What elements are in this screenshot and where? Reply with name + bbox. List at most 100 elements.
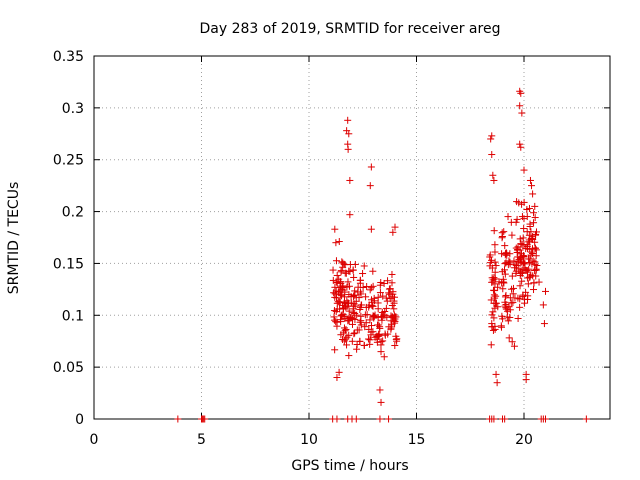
data-point [377, 313, 385, 321]
data-point [385, 289, 393, 297]
data-point [331, 346, 339, 354]
data-point [351, 316, 359, 324]
data-point [363, 311, 371, 319]
data-point [489, 326, 497, 334]
data-point [522, 288, 530, 296]
data-point [519, 234, 527, 242]
data-point [344, 317, 352, 325]
data-point [506, 306, 514, 314]
data-point [339, 263, 347, 271]
data-point [492, 299, 500, 307]
data-point [347, 292, 355, 300]
data-point [345, 282, 353, 290]
data-point [491, 268, 499, 276]
data-point [501, 293, 509, 301]
data-point [529, 190, 537, 198]
data-point [332, 239, 340, 247]
data-point [513, 248, 521, 256]
data-point [510, 257, 518, 265]
data-point [366, 340, 374, 348]
data-point [490, 227, 498, 235]
data-point [377, 348, 385, 356]
data-point [493, 379, 501, 387]
data-point [391, 342, 399, 350]
data-point [501, 270, 509, 278]
data-point [498, 229, 506, 237]
data-point [499, 285, 507, 293]
data-point [513, 215, 521, 223]
data-point [344, 116, 352, 124]
data-point [340, 260, 348, 268]
data-point [488, 151, 496, 159]
data-point [510, 342, 518, 350]
data-point [527, 234, 535, 242]
data-point [351, 329, 359, 337]
data-point [366, 182, 374, 190]
data-point [356, 288, 364, 296]
data-point [337, 267, 345, 275]
data-point [524, 280, 532, 288]
y-tick-label: 0.2 [62, 205, 84, 221]
data-point [540, 320, 548, 328]
data-point [333, 318, 341, 326]
data-point [329, 276, 337, 284]
data-point [348, 320, 356, 328]
data-point [498, 312, 506, 320]
data-point [342, 269, 350, 277]
data-point [385, 415, 393, 423]
data-point [488, 320, 496, 328]
data-point [490, 176, 498, 184]
data-point [512, 244, 520, 252]
data-point [379, 337, 387, 345]
data-point [530, 286, 538, 294]
data-point [374, 293, 382, 301]
y-axis-label: SRMTID / TECUs [6, 182, 22, 295]
y-tick-label: 0 [75, 412, 84, 428]
data-point [520, 215, 528, 223]
data-point [500, 228, 508, 236]
data-point [370, 314, 378, 322]
data-point [509, 299, 517, 307]
data-point [369, 267, 377, 275]
data-point [348, 337, 356, 345]
data-point [341, 288, 349, 296]
data-point [347, 313, 355, 321]
data-point [389, 314, 397, 322]
data-point [346, 261, 354, 269]
data-point [335, 368, 343, 376]
data-point [523, 267, 531, 275]
data-point [508, 272, 516, 280]
data-point [364, 335, 372, 343]
data-point [360, 341, 368, 349]
data-point [356, 337, 364, 345]
data-point [532, 252, 540, 260]
data-point [359, 270, 367, 278]
data-point [514, 314, 522, 322]
data-point [508, 285, 516, 293]
data-point [351, 309, 359, 317]
data-point [516, 255, 524, 263]
data-point [370, 313, 378, 321]
data-point [526, 223, 534, 231]
data-point [362, 293, 370, 301]
data-point [531, 244, 539, 252]
data-point [512, 261, 520, 269]
data-point [488, 311, 496, 319]
data-point [501, 242, 509, 250]
data-point [509, 284, 517, 292]
data-point [342, 302, 350, 310]
data-point [351, 287, 359, 295]
data-point [344, 278, 352, 286]
data-point [498, 323, 506, 331]
data-point [346, 176, 354, 184]
data-point [388, 321, 396, 329]
data-point [333, 271, 341, 279]
data-point [382, 304, 390, 312]
chart-title: Day 283 of 2019, SRMTID for receiver are… [200, 21, 501, 37]
data-point [517, 240, 525, 248]
data-point [513, 262, 521, 270]
data-point [333, 294, 341, 302]
x-tick-label: 20 [515, 432, 533, 448]
data-point [504, 317, 512, 325]
data-point [486, 251, 494, 259]
